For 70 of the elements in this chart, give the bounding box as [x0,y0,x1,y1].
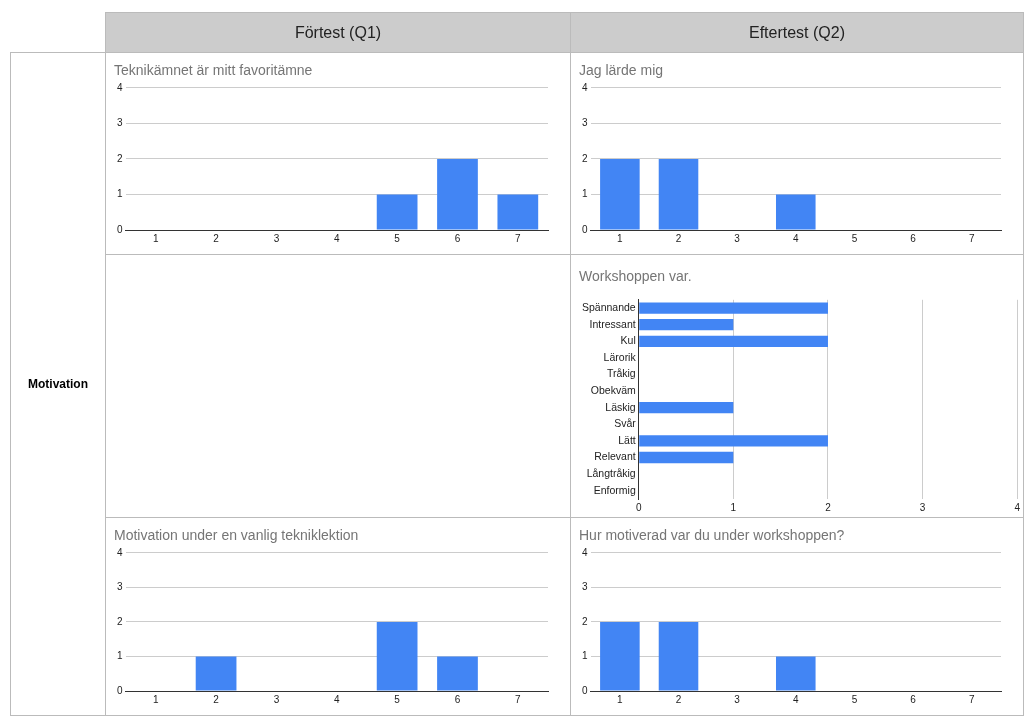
y-tick-label: 3 [117,581,123,593]
y-tick-label: 2 [117,152,123,164]
x-tick-label: 4 [793,693,799,705]
y-tick-label: 1 [582,650,588,662]
x-tick-label: 4 [334,232,340,244]
y-tick-label: 4 [582,81,588,93]
y-tick-label: 2 [117,615,123,627]
y-tick-label: 2 [582,152,588,164]
text: Eftertest (Q2) [570,12,1024,53]
chart-title: Jag lärde mig [579,62,664,79]
y-tick-label: 3 [582,117,588,129]
x-tick-label: 2 [213,232,220,244]
text: Förtest (Q1) [105,12,571,53]
y-tick-label: 0 [117,684,123,696]
y-tick-label: Svår [614,417,637,430]
y-tick-label: 1 [117,650,123,662]
x-tick-label: 7 [515,232,522,244]
x-tick-label: 1 [152,232,159,244]
x-tick-label: 2 [675,693,682,705]
text: Motivation [10,52,106,716]
y-tick-label: 1 [582,188,588,200]
x-tick-label: 3 [919,501,926,513]
y-tick-label: 4 [582,546,588,558]
x-tick-label: 7 [968,232,975,244]
x-tick-label: 7 [515,693,522,705]
y-tick-label: Lärorik [603,350,637,363]
y-tick-label: 4 [117,81,123,93]
x-tick-label: 2 [213,693,220,705]
y-tick-label: Kul [620,334,636,347]
y-tick-label: Långtråkig [586,466,636,479]
chart-title: Workshoppen var. [579,268,692,285]
x-tick-label: 5 [851,693,858,705]
x-tick-label: 6 [910,232,917,244]
y-tick-label: Tråkig [606,367,636,380]
x-tick-label: 5 [394,232,401,244]
chart-title: Motivation under en vanlig tekniklektion [114,527,359,544]
x-tick-label: 4 [334,693,340,705]
chart-title: Hur motiverad var du under workshoppen? [579,527,845,544]
x-tick-label: 1 [152,693,159,705]
y-tick-label: 0 [582,684,588,696]
y-tick-label: 3 [582,581,588,593]
x-tick-label: 6 [454,232,461,244]
y-tick-label: 0 [582,223,588,235]
x-tick-label: 2 [675,232,682,244]
y-tick-label: Enformig [593,483,636,496]
y-tick-label: 1 [117,188,123,200]
y-tick-label: Lätt [618,433,636,446]
x-tick-label: 4 [793,232,799,244]
x-tick-label: 6 [910,693,917,705]
x-tick-label: 3 [734,232,741,244]
x-tick-label: 7 [968,693,975,705]
y-tick-label: 0 [117,223,123,235]
y-tick-label: 4 [117,546,123,558]
x-tick-label: 3 [273,232,280,244]
x-tick-label: 3 [273,693,280,705]
y-tick-label: Spännande [581,300,636,313]
y-tick-label: Läskig [605,400,636,413]
x-tick-label: 4 [1014,501,1021,513]
y-tick-label: 3 [117,117,123,129]
y-tick-label: Relevant [594,450,636,463]
x-tick-label: 2 [825,501,832,513]
x-tick-label: 6 [454,693,461,705]
chart-title: Teknikämnet är mitt favoritämne [114,62,313,79]
y-tick-label: Obekväm [590,383,636,396]
x-tick-label: 5 [851,232,858,244]
x-tick-label: 5 [394,693,401,705]
y-tick-label: 2 [582,615,588,627]
x-tick-label: 3 [734,693,741,705]
y-tick-label: Intressant [589,317,636,330]
x-tick-label: 1 [730,501,737,513]
